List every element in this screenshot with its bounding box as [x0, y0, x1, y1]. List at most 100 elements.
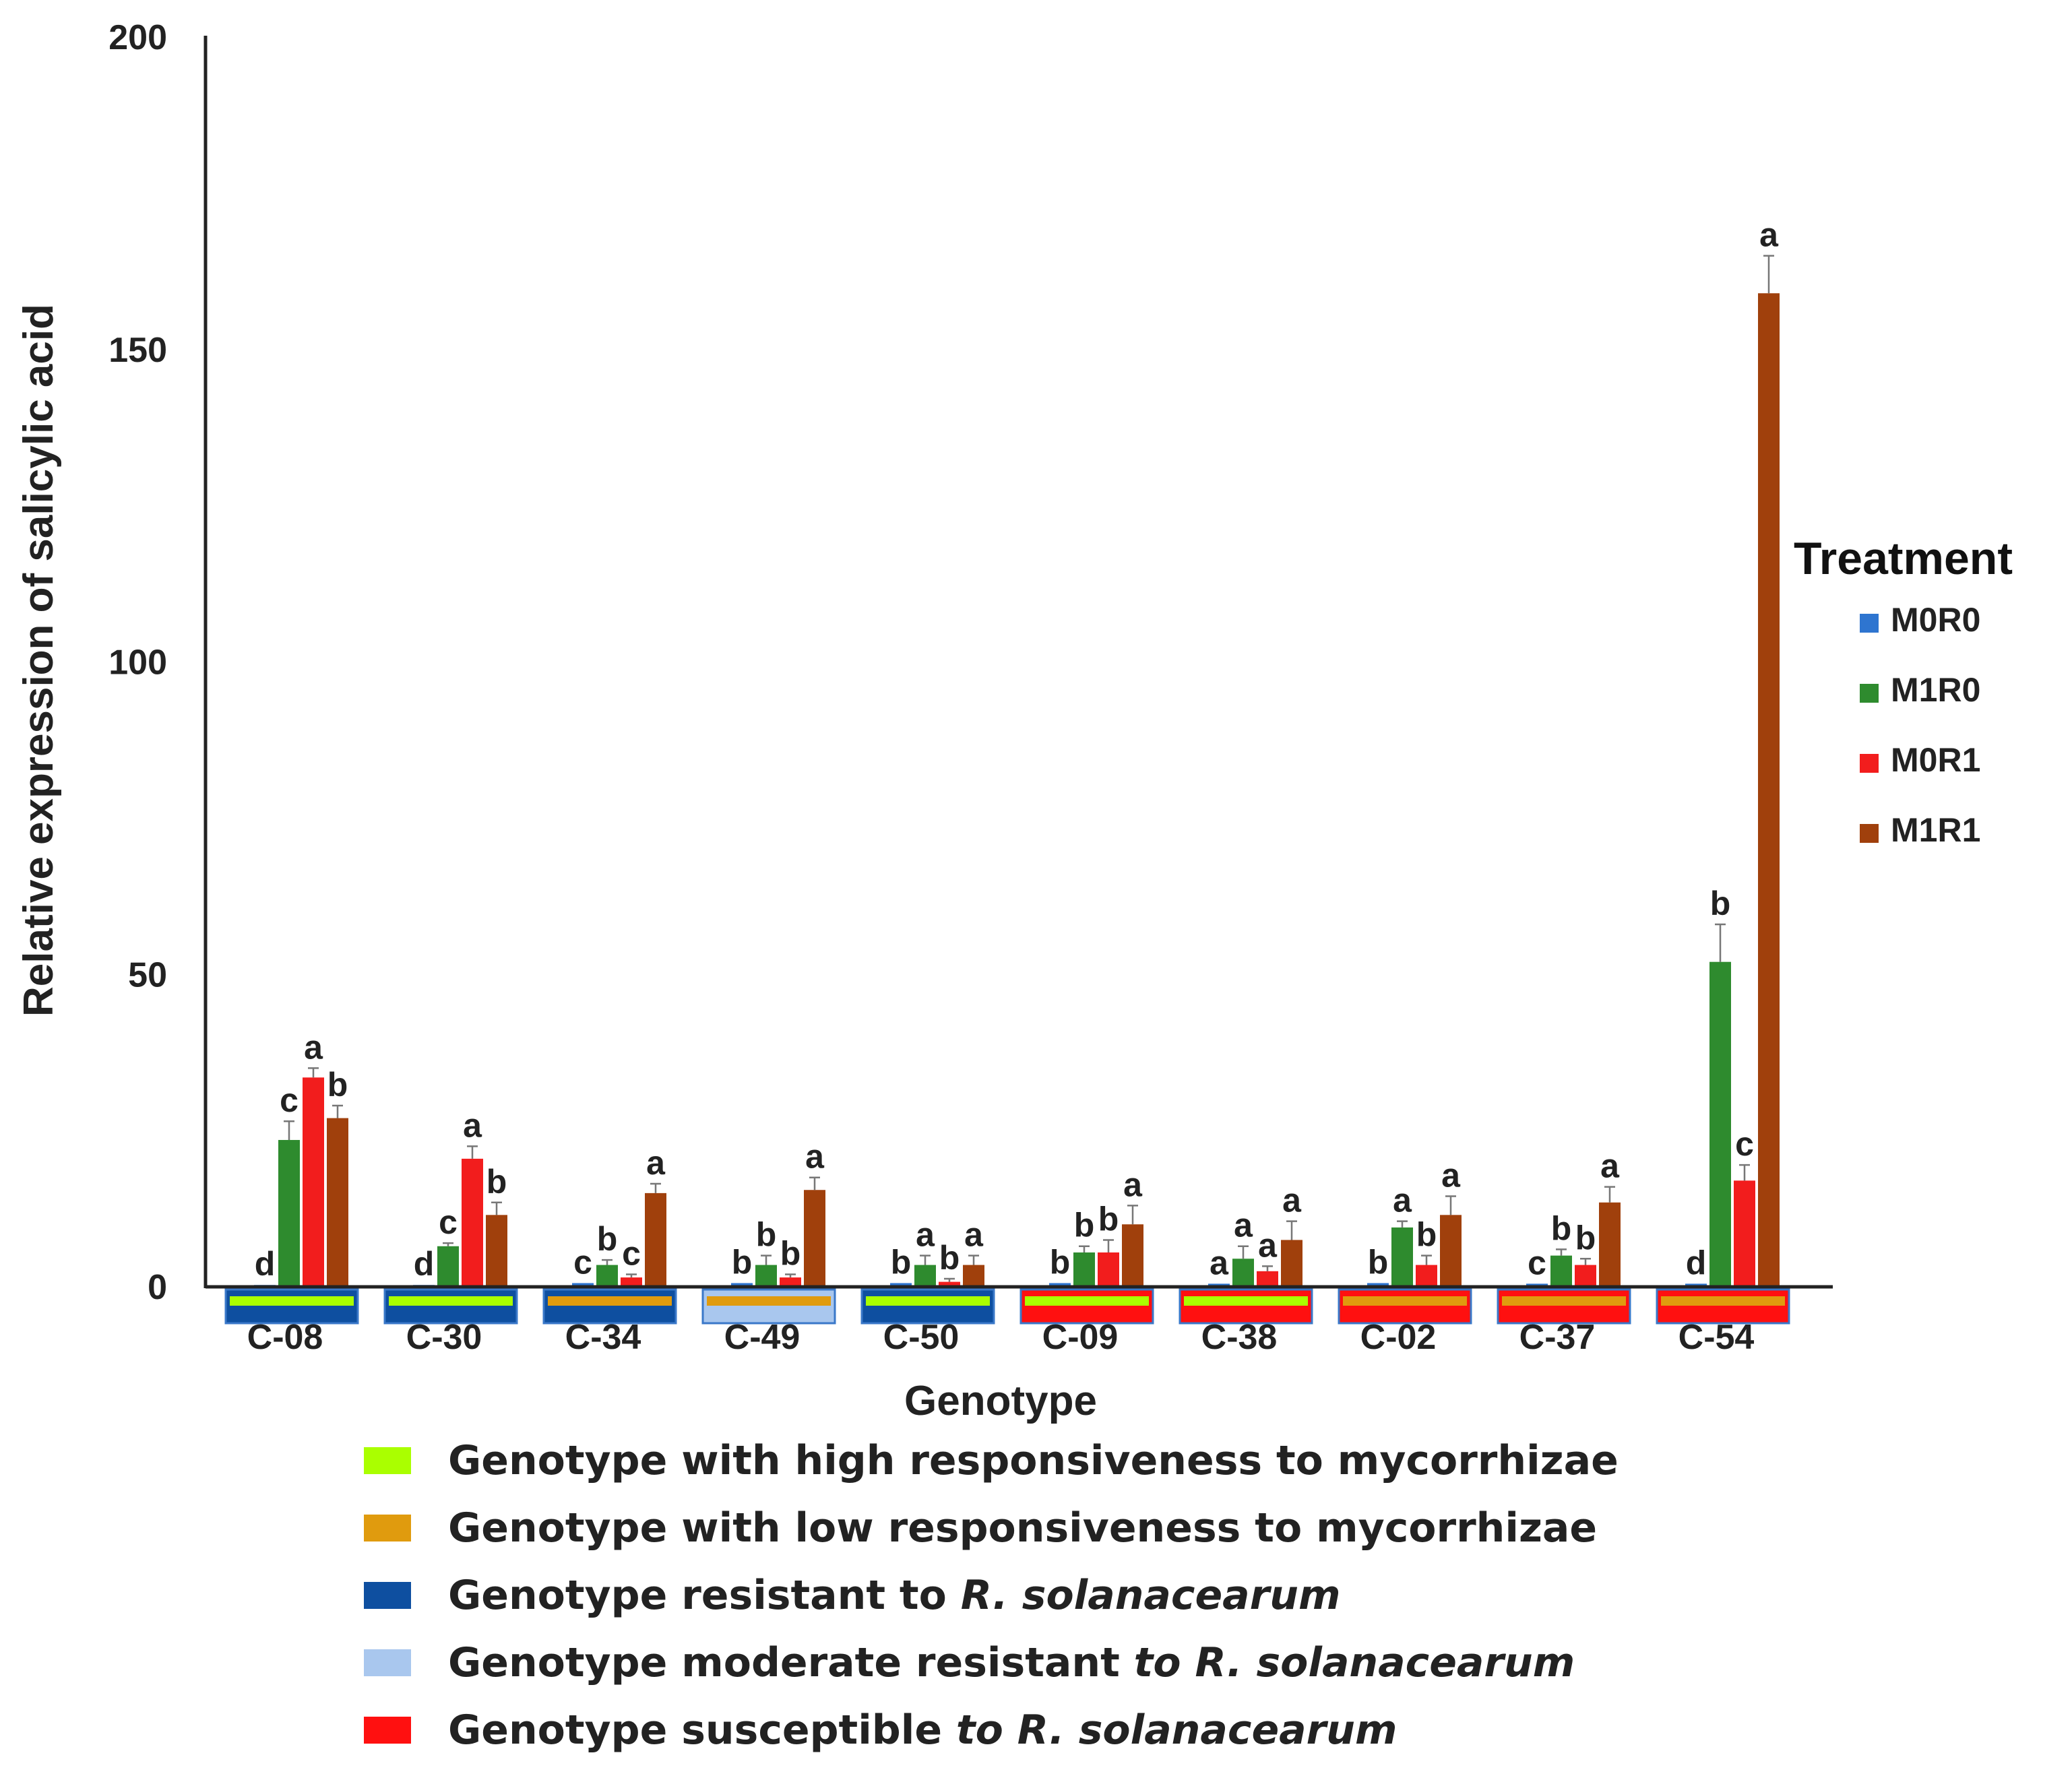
bar-m1r1	[645, 1193, 666, 1287]
significance-letter: c	[1735, 1125, 1754, 1163]
error-bar	[650, 1182, 661, 1193]
bar-m1r1	[1440, 1215, 1462, 1287]
class-legend-label-resistant: Genotype resistant to R. solanacearum	[448, 1572, 1341, 1619]
x-axis-title: Genotype	[904, 1378, 1097, 1424]
resistance-class-box	[1019, 1288, 1154, 1325]
legend-swatch-m0r1	[1860, 754, 1879, 773]
genotype-class-boxes	[224, 1288, 1790, 1325]
significance-letter: a	[1234, 1207, 1253, 1244]
class-legend-swatch-moderate	[364, 1649, 411, 1676]
error-bar	[602, 1259, 613, 1265]
bar-m0r1	[1416, 1265, 1437, 1287]
x-tick-label: C-02	[1360, 1318, 1437, 1357]
significance-letter: a	[1393, 1182, 1412, 1219]
bar-m1r1	[1599, 1202, 1621, 1287]
bar-m1r0	[1232, 1259, 1254, 1287]
error-bar	[1286, 1220, 1297, 1240]
significance-letter: d	[255, 1245, 276, 1283]
bar-m1r0	[755, 1265, 777, 1287]
y-tick-label: 150	[108, 331, 167, 370]
responsiveness-class-stripe	[230, 1296, 354, 1306]
responsiveness-class-stripe	[1343, 1296, 1467, 1306]
y-tick-labels: 0 50 100 150 200	[108, 18, 167, 1307]
class-legend-swatch-resistant	[364, 1582, 411, 1609]
significance-letter: a	[1441, 1157, 1461, 1195]
significance-letter: c	[280, 1081, 299, 1119]
bar-m0r1	[1734, 1180, 1755, 1287]
bar-m0r1	[780, 1277, 801, 1287]
error-bar	[1556, 1248, 1567, 1256]
significance-letter: b	[939, 1239, 960, 1277]
significance-letter: b	[1098, 1200, 1119, 1238]
significance-letter: c	[439, 1203, 458, 1241]
class-legend-label-moderate: Genotype moderate resistant to R. solana…	[448, 1639, 1575, 1686]
y-tick-label: 200	[108, 18, 167, 57]
bar-m1r0	[278, 1140, 300, 1287]
significance-letter: a	[1282, 1182, 1302, 1219]
significance-letter: c	[573, 1243, 592, 1281]
error-bar	[809, 1176, 820, 1190]
significance-letter: b	[1050, 1243, 1071, 1281]
class-legend-swatch-low	[364, 1515, 411, 1541]
bar-m0r1	[303, 1077, 324, 1287]
legend-label-m1r0: M1R0	[1891, 671, 1980, 709]
bar-m1r0	[1550, 1255, 1572, 1287]
significance-letter: b	[1074, 1207, 1095, 1244]
bar-m0r1	[621, 1277, 642, 1287]
y-tick-label: 50	[128, 955, 167, 994]
significance-letter: a	[1210, 1244, 1229, 1281]
x-tick-label: C-34	[565, 1318, 641, 1357]
error-bar	[968, 1254, 979, 1265]
error-bar	[761, 1254, 772, 1265]
class-legend-swatch-high	[364, 1447, 411, 1474]
x-tick-label: C-08	[247, 1318, 323, 1357]
x-tick-label: C-38	[1201, 1318, 1278, 1357]
significance-letter: b	[1710, 885, 1731, 922]
error-bar	[1715, 923, 1726, 962]
significance-letter: a	[646, 1144, 666, 1182]
error-bar	[284, 1120, 294, 1141]
bar-m1r0	[1709, 961, 1731, 1287]
axes	[203, 36, 1833, 1289]
y-tick-label: 0	[148, 1268, 167, 1307]
treatment-legend: Treatment M0R0 M1R0 M0R1 M1R1	[1794, 533, 2013, 849]
responsiveness-class-stripe	[1025, 1296, 1149, 1306]
resistance-class-box	[224, 1288, 359, 1325]
error-bar	[1604, 1186, 1615, 1203]
responsiveness-class-stripe	[1184, 1296, 1308, 1306]
error-bar	[1079, 1245, 1090, 1252]
y-tick-label: 100	[108, 643, 167, 682]
bar-m0r1	[939, 1281, 960, 1287]
bar-m0r0	[890, 1283, 912, 1287]
significance-letter: b	[891, 1243, 912, 1281]
legend-label-m1r1: M1R1	[1891, 811, 1980, 849]
bar-series	[254, 255, 1780, 1287]
error-bar	[491, 1201, 502, 1215]
bar-m0r1	[1575, 1265, 1596, 1287]
bar-m1r0	[1073, 1252, 1095, 1287]
significance-letter: a	[1759, 216, 1779, 254]
error-bar	[1445, 1195, 1456, 1215]
error-bar	[1763, 255, 1774, 294]
x-tick-label: C-37	[1519, 1318, 1596, 1357]
significance-letter: b	[1551, 1209, 1572, 1247]
x-tick-label: C-30	[406, 1318, 482, 1357]
resistance-class-box	[701, 1288, 836, 1325]
significance-letter: d	[1686, 1244, 1707, 1281]
bar-m1r1	[1758, 293, 1780, 1287]
bar-m1r0	[914, 1265, 936, 1287]
bar-m0r1	[1098, 1252, 1119, 1287]
significance-letter: c	[1528, 1244, 1546, 1281]
significance-letter: a	[1258, 1226, 1278, 1264]
error-bar	[944, 1277, 955, 1282]
responsiveness-class-stripe	[1502, 1296, 1626, 1306]
responsiveness-class-stripe	[1661, 1296, 1785, 1306]
class-legend-swatch-susceptible	[364, 1717, 411, 1744]
error-bar	[1580, 1258, 1591, 1265]
class-legend-label-high: Genotype with high responsiveness to myc…	[448, 1437, 1619, 1484]
error-bar	[332, 1104, 343, 1118]
responsiveness-class-stripe	[389, 1296, 513, 1306]
bar-m1r1	[327, 1118, 348, 1287]
legend-label-m0r0: M0R0	[1891, 601, 1980, 639]
